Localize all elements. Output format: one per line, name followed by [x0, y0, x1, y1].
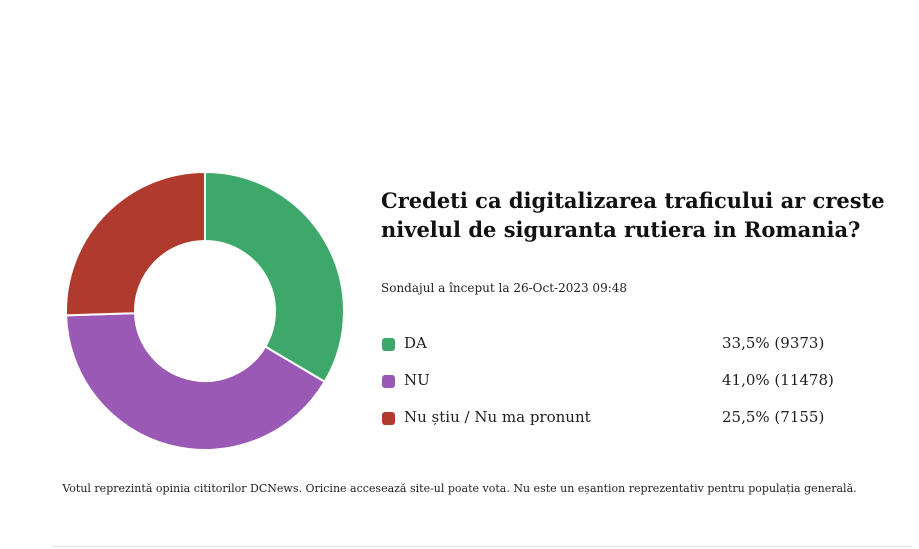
legend-swatch-nu: [382, 375, 395, 388]
bottom-divider: [52, 546, 912, 547]
donut-slice-nu: [65, 312, 327, 451]
legend-swatch-nu-stiu: [382, 412, 395, 425]
legend-item-da: DA 33,5% (9373): [381, 334, 841, 371]
legend-label-nu: NU: [404, 371, 430, 389]
donut-slice-da: [204, 170, 345, 384]
donut-slice-nu-stiu: [65, 170, 206, 317]
poll-legend: DA 33,5% (9373) NU 41,0% (11478) Nu știu…: [381, 334, 841, 445]
legend-item-nu: NU 41,0% (11478): [381, 371, 841, 408]
donut-chart: [65, 170, 345, 451]
legend-value-nu: 41,0% (11478): [722, 371, 834, 389]
poll-start-date: Sondajul a început la 26-Oct-2023 09:48: [381, 281, 628, 295]
legend-label-da: DA: [404, 334, 427, 352]
poll-disclaimer: Votul reprezintă opinia cititorilor DCNe…: [62, 482, 857, 495]
poll-question: Credeti ca digitalizarea traficului ar c…: [381, 188, 885, 242]
legend-value-nu-stiu: 25,5% (7155): [722, 408, 825, 426]
legend-swatch-da: [382, 338, 395, 351]
legend-value-da: 33,5% (9373): [722, 334, 825, 352]
legend-label-nu-stiu: Nu știu / Nu ma pronunt: [404, 408, 591, 426]
legend-item-nu-stiu: Nu știu / Nu ma pronunt 25,5% (7155): [381, 408, 841, 445]
